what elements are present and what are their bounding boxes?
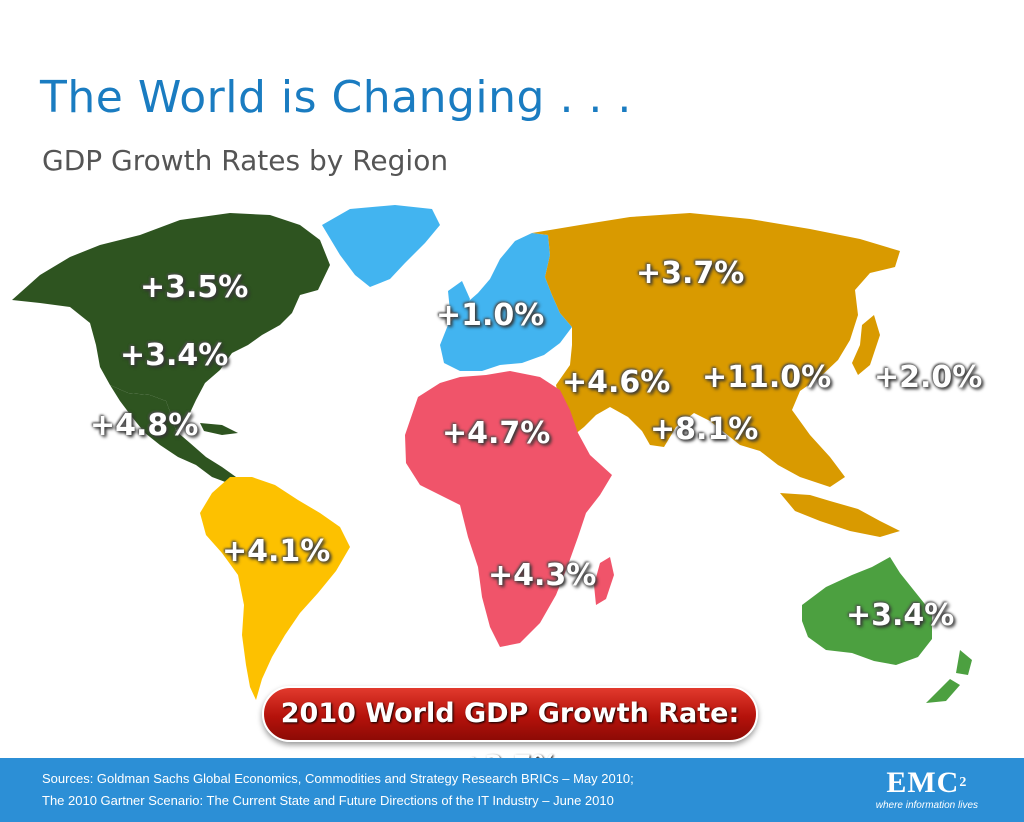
region-europe bbox=[440, 233, 572, 371]
region-africa bbox=[405, 371, 612, 647]
region-australia bbox=[802, 557, 932, 665]
label-europe: +1.0% bbox=[436, 298, 545, 333]
page-subtitle: GDP Growth Rates by Region bbox=[42, 144, 449, 177]
region-mexico-central-america bbox=[110, 385, 236, 483]
label-mexico: +4.8% bbox=[90, 408, 199, 443]
logo-sup: 2 bbox=[959, 775, 968, 790]
logo-text: EMC bbox=[886, 766, 960, 799]
label-china: +11.0% bbox=[702, 360, 832, 395]
label-russia: +3.7% bbox=[636, 256, 745, 291]
page-title: The World is Changing . . . bbox=[40, 72, 632, 123]
sources-line-1: Sources: Goldman Sachs Global Economics,… bbox=[42, 771, 634, 786]
sources-line-2: The 2010 Gartner Scenario: The Current S… bbox=[42, 793, 614, 808]
label-japan: +2.0% bbox=[874, 360, 983, 395]
world-growth-rate-badge: 2010 World GDP Growth Rate: +3.7% bbox=[262, 686, 758, 781]
label-canada: +3.5% bbox=[140, 270, 249, 305]
region-madagascar bbox=[594, 557, 614, 605]
label-usa: +3.4% bbox=[120, 338, 229, 373]
sources-text: Sources: Goldman Sachs Global Economics,… bbox=[42, 768, 634, 812]
label-india: +8.1% bbox=[650, 412, 759, 447]
region-uk bbox=[448, 281, 470, 317]
region-new-zealand bbox=[926, 650, 972, 703]
label-middle-east: +4.6% bbox=[562, 365, 671, 400]
emc-logo: EMC2 where information lives bbox=[875, 766, 978, 812]
footer-bar bbox=[0, 758, 1024, 822]
region-greenland bbox=[322, 205, 440, 287]
label-south-america: +4.1% bbox=[222, 534, 331, 569]
region-japan bbox=[852, 315, 880, 375]
label-north-africa: +4.7% bbox=[442, 416, 551, 451]
region-north-america bbox=[12, 213, 330, 431]
label-australia: +3.4% bbox=[846, 598, 955, 633]
label-south-africa: +4.3% bbox=[488, 558, 597, 593]
logo-tagline: where information lives bbox=[875, 800, 978, 811]
world-map bbox=[12, 205, 972, 703]
region-asia bbox=[532, 213, 900, 487]
region-indonesia bbox=[780, 493, 900, 537]
region-caribbean bbox=[200, 423, 238, 435]
region-south-america bbox=[200, 477, 350, 700]
